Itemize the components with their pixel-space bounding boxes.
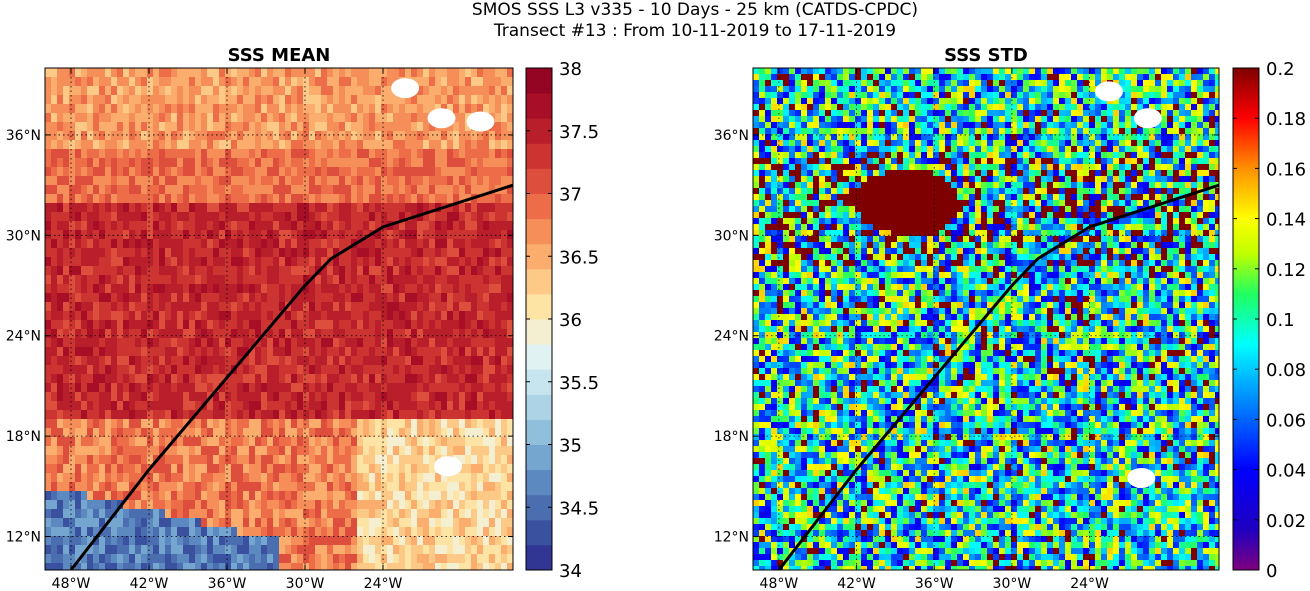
missing-data-patch: [466, 111, 495, 132]
panel-sss-std: 48°W 42°W 36°W 30°W 24°W 12°N 18°N 24°N 30°N 36°N…: [714, 45, 1306, 591]
y-tick-label: 36°N: [6, 128, 41, 144]
x-tick-label: 42°W: [837, 576, 876, 591]
heatmap-field: [753, 68, 1219, 570]
colorbar-tick-label: 37.5: [559, 122, 599, 143]
y-tick-label: 30°N: [6, 228, 41, 244]
y-tick-label: 18°N: [714, 429, 749, 445]
colorbar: 0 0.02 0.04 0.06 0.08 0.1 0.12 0.14 0.16 0.18 0.2: [1232, 59, 1306, 582]
y-tick-label: 36°N: [714, 128, 749, 144]
colorbar-tick-label: 35.5: [559, 373, 599, 394]
x-tick-label: 42°W: [130, 576, 169, 591]
transect-line: [777, 183, 1219, 570]
x-tick-label: 48°W: [760, 576, 799, 591]
colorbar-tick-label: 0.18: [1266, 109, 1306, 130]
colorbar-tick-label: 0.16: [1266, 159, 1306, 180]
x-tick-label: 36°W: [208, 576, 247, 591]
colorbar-tick-label: 38: [559, 59, 582, 80]
x-tick-label: 24°W: [1070, 576, 1109, 591]
colorbar-tick-label: 0.04: [1266, 461, 1306, 482]
colorbar-tick-label: 0.2: [1266, 59, 1295, 80]
colorbar-tick-label: 36: [559, 310, 582, 331]
colorbar-tick-label: 0.06: [1266, 410, 1306, 431]
colorbar-tick-label: 0.08: [1266, 360, 1306, 381]
missing-data-patch: [1094, 81, 1123, 102]
missing-data-patch: [434, 456, 462, 477]
colorbar-tick-label: 35: [559, 436, 582, 457]
axes-frame: [752, 67, 1220, 571]
x-tick-label: 24°W: [364, 576, 403, 591]
colorbar-tick-label: 37: [559, 185, 582, 206]
axes-frame: [44, 67, 514, 571]
y-tick-label: 24°N: [714, 329, 749, 345]
colorbar-tick-label: 0.12: [1266, 260, 1306, 281]
x-tick-label: 48°W: [52, 576, 91, 591]
transect-line: [69, 183, 513, 570]
missing-data-patch: [1127, 467, 1156, 488]
colorbar-tick-label: 0.14: [1266, 210, 1306, 231]
grid-lines: [45, 68, 513, 570]
colorbar: 34 34.5 35 35.5 36 36.5 37 37.5 38: [525, 59, 599, 582]
figure-subtitle: Transect #13 : From 10-11-2019 to 17-11-…: [493, 21, 897, 41]
x-tick-label: 36°W: [915, 576, 954, 591]
colorbar-tick-label: 0: [1266, 561, 1277, 582]
y-tick-label: 30°N: [714, 228, 749, 244]
colorbar-tick-label: 34: [559, 561, 582, 582]
y-tick-label: 12°N: [714, 530, 749, 546]
y-tick-label: 24°N: [6, 329, 41, 345]
y-tick-label: 18°N: [6, 429, 41, 445]
colorbar-tick-label: 36.5: [559, 247, 599, 268]
heatmap-field: [45, 68, 513, 570]
missing-data-patch: [427, 108, 456, 129]
colorbar-tick-label: 0.02: [1266, 511, 1306, 532]
panel-title: SSS MEAN: [228, 45, 331, 66]
missing-data-patch: [391, 78, 420, 99]
missing-data-patch: [1133, 108, 1162, 129]
x-tick-label: 30°W: [286, 576, 325, 591]
panel-title: SSS STD: [944, 45, 1028, 66]
y-tick-label: 12°N: [6, 530, 41, 546]
colorbar-tick-label: 0.1: [1266, 310, 1295, 331]
panel-sss-mean: 48°W 42°W 36°W 30°W 24°W 12°N 18°N 24°N 30°N 36°N…: [6, 45, 599, 591]
figure-title: SMOS SSS L3 v335 - 10 Days - 25 km (CATD…: [471, 0, 919, 20]
x-tick-label: 30°W: [993, 576, 1032, 591]
colorbar-tick-label: 34.5: [559, 498, 599, 519]
grid-lines: [753, 68, 1219, 570]
